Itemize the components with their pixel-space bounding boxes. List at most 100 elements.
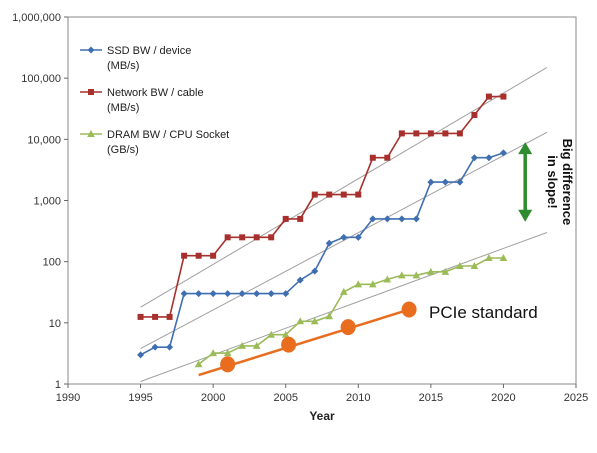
data-point [253,234,260,241]
pcie-generation-dot [340,319,356,336]
x-tick-label: 2000 [201,392,225,404]
data-point [326,191,333,198]
series-line [198,257,504,365]
data-point [152,313,159,320]
data-point [194,360,203,368]
series-ssd-bw-device [137,149,507,359]
data-point [252,341,261,349]
data-point [340,191,347,198]
y-tick-label: 100 [43,257,61,269]
y-tick-label: 1,000 [33,196,61,208]
data-point [282,215,289,222]
series-network-bw-cable [137,93,507,320]
data-point [88,89,94,95]
y-tick-label: 10,000 [27,134,61,146]
data-point [412,215,420,223]
pcie-annotation: PCIe standard [198,301,538,377]
slope-arrow-head-down [518,209,533,222]
data-point [369,280,377,288]
data-point [195,290,203,298]
data-point [470,154,478,162]
legend: SSD BW / device (MB/s) Network BW / cable (… [80,45,229,156]
data-point [441,178,449,186]
y-tick-label: 1 [55,379,61,391]
series-dram-bw-cpu-socket [194,253,508,368]
data-point [340,233,348,241]
data-point [253,290,261,298]
data-point [500,93,507,100]
data-point [456,130,463,137]
data-point [354,233,362,241]
data-point [339,287,348,295]
data-point [456,178,464,186]
legend-unit: (MB/s) [107,102,139,114]
data-point [442,130,449,137]
slope-text-line: in slope! [545,155,560,208]
slope-arrow-head-up [518,142,533,155]
data-point [238,290,246,298]
data-point [499,149,507,157]
data-point [87,46,95,54]
pcie-generation-dot [220,356,236,373]
data-point [325,312,334,320]
data-point [441,267,450,275]
data-point [325,239,333,247]
data-point [485,154,493,162]
data-point [369,215,377,223]
series-line [140,152,504,356]
pcie-generation-dot [401,301,417,318]
data-point [311,191,318,198]
x-tick-label: 1990 [56,392,80,404]
data-point [209,290,217,298]
data-point [181,252,188,259]
data-point [355,191,362,198]
series-layer [137,93,508,368]
data-point [369,154,376,161]
data-point [413,130,420,137]
data-point [151,343,159,351]
data-point [238,341,246,349]
x-tick-label: 1995 [128,392,152,404]
legend-unit: (GB/s) [107,144,139,156]
data-point [354,280,363,288]
data-point [485,253,493,261]
y-tick-label: 10 [49,318,61,330]
data-point [166,343,174,351]
x-axis-title: Year [309,409,335,423]
axes: 1 10 100 1,000 10,000 100,000 1,000,000 1990 199… [12,12,588,423]
slope-text-line: Big difference [560,139,575,226]
y-tick-label: 100,000 [21,73,61,85]
data-point [166,313,173,320]
data-point [224,234,231,241]
data-point [267,290,275,298]
data-point [268,234,275,241]
data-point [456,261,464,269]
data-point [137,351,145,359]
data-point [412,271,421,279]
pcie-label: PCIe standard [429,303,538,322]
data-point [223,349,232,357]
data-point [239,234,246,241]
legend-label: DRAM BW / CPU Socket [107,129,229,141]
legend-label: SSD BW / device [107,45,191,57]
data-point [210,252,217,259]
data-point [137,313,144,320]
data-point [427,267,435,275]
x-tick-label: 2010 [346,392,370,404]
data-point [383,275,392,283]
data-point [297,215,304,222]
data-point [398,215,406,223]
x-tick-label: 2020 [491,392,515,404]
trend-lines [140,66,548,382]
legend-label: Network BW / cable [107,87,204,99]
x-tick-label: 2015 [419,392,443,404]
legend-unit: (MB/s) [107,60,139,72]
data-point [470,261,479,269]
data-point [485,93,492,100]
data-point [310,317,319,325]
data-point [427,130,434,137]
